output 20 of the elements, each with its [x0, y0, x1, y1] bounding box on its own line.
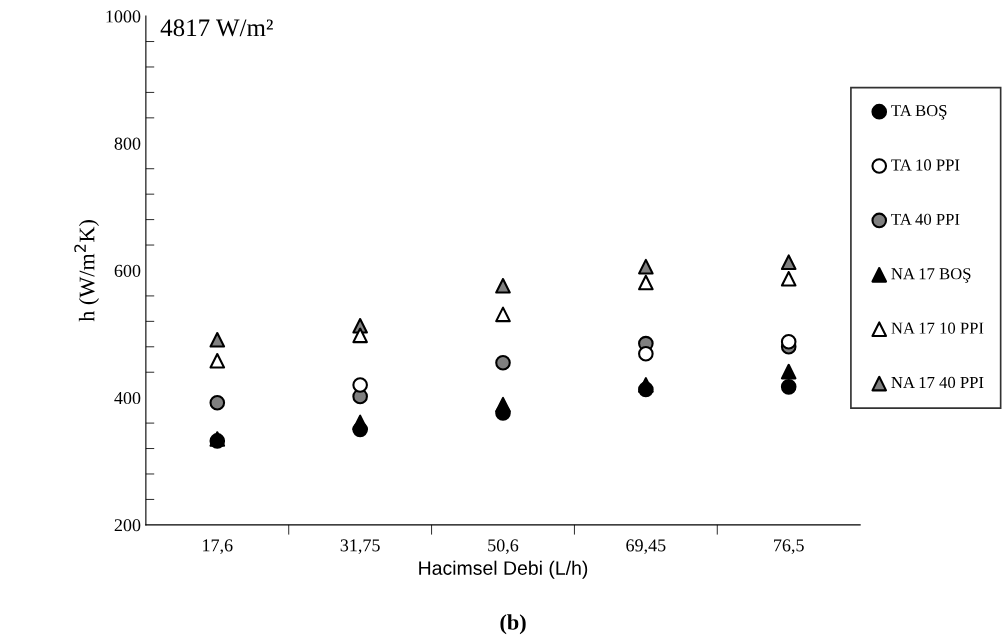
legend-label: TA 40 PPI — [891, 213, 960, 225]
legend-label: TA 10 PPI — [891, 159, 960, 171]
x-tick-label: 50,6 — [488, 539, 519, 555]
x-tick-label: 76,5 — [774, 539, 804, 555]
y-tick-label: 800 — [114, 137, 141, 150]
x-tick-label: 17,6 — [203, 539, 233, 555]
x-axis-title: Hacimsel Debi (L/h) — [419, 560, 588, 579]
y-axis-title: h (W/m$^{2}$K) — [74, 220, 100, 322]
y-tick-label: 600 — [114, 264, 141, 277]
y-tick-label: 1000 — [106, 10, 141, 23]
legend-label: TA BOŞ — [891, 105, 947, 120]
legend-label: NA 17 10 PPI — [891, 322, 984, 334]
x-tick-label: 31,75 — [340, 539, 380, 555]
legend-label: NA 17 40 PPI — [891, 376, 984, 389]
text: (b) — [500, 614, 526, 635]
annotation: 4817 W/m² — [160, 19, 273, 37]
legend-label: NA 17 BOŞ — [891, 268, 971, 283]
x-tick-label: 69,45 — [626, 539, 666, 555]
y-tick-label: 400 — [114, 391, 141, 405]
y-tick-label: 200 — [114, 519, 141, 532]
